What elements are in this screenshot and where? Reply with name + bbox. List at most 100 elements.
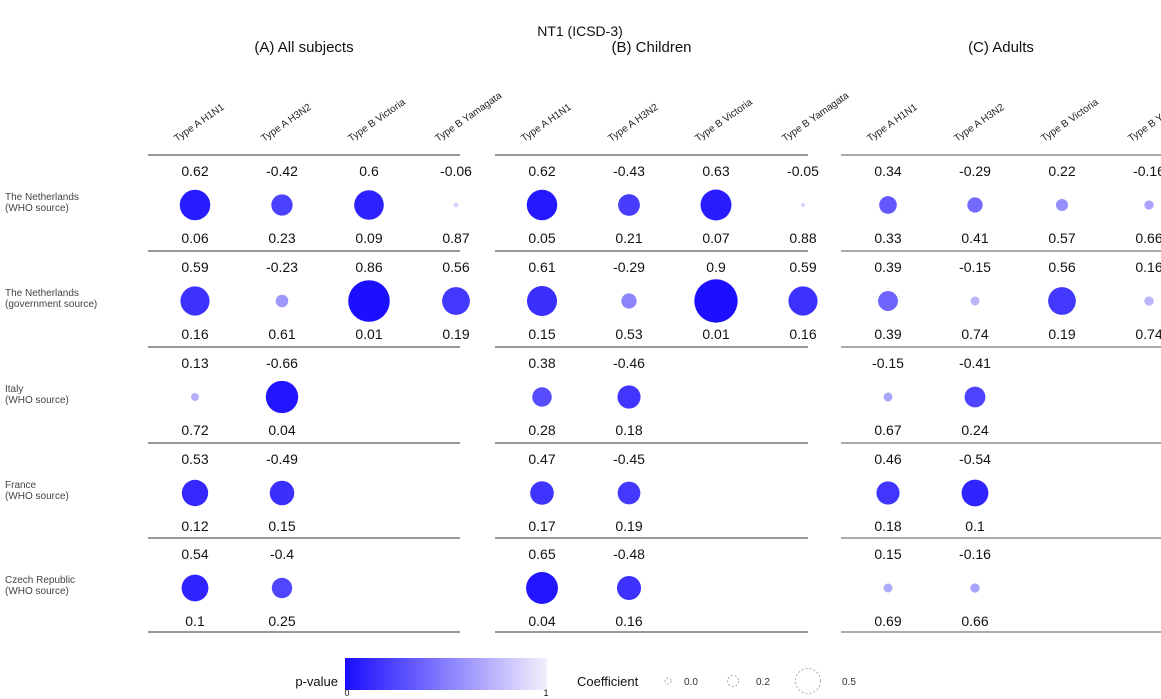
bubble-marker: [526, 189, 558, 221]
coefficient-label: 0.39: [874, 259, 901, 275]
pvalue-label: 0.66: [961, 613, 988, 629]
bubble-marker: [181, 574, 209, 602]
coefficient-label: 0.65: [528, 546, 555, 562]
panel-title: (C) Adults: [968, 39, 1034, 56]
coefficient-label: -0.54: [959, 451, 991, 467]
bubble-marker: [532, 387, 552, 407]
chart-title: NT1 (ICSD-3): [537, 23, 623, 39]
bubble-marker: [1055, 198, 1069, 212]
bubble-marker: [694, 279, 738, 323]
pvalue-label: 0.19: [442, 326, 469, 342]
bubble-marker: [617, 385, 641, 409]
row-label: The Netherlands: [5, 288, 79, 299]
bubble-marker: [275, 294, 289, 308]
pvalue-label: 0.74: [1135, 326, 1161, 342]
bubble-marker: [883, 392, 893, 402]
pvalue-label: 0.61: [268, 326, 295, 342]
legend-pvalue-title: p-value: [295, 674, 338, 689]
pvalue-label: 0.19: [615, 518, 642, 534]
pvalue-label: 0.23: [268, 230, 295, 246]
pvalue-colorbar: [345, 658, 547, 690]
bubble-marker: [191, 393, 199, 401]
column-header: Type B Victoria: [346, 97, 408, 145]
pvalue-label: 0.06: [181, 230, 208, 246]
pvalue-label: 0.39: [874, 326, 901, 342]
pvalue-label: 0.04: [268, 422, 295, 438]
bubble-marker: [964, 386, 986, 408]
coefficient-label: -0.4: [270, 546, 294, 562]
panel-title: (A) All subjects: [254, 39, 353, 56]
legend-pvalue-min: 0: [344, 688, 349, 698]
pvalue-label: 0.18: [874, 518, 901, 534]
pvalue-label: 0.21: [615, 230, 642, 246]
pvalue-label: 0.25: [268, 613, 295, 629]
column-header: Type B Victoria: [1039, 97, 1101, 145]
pvalue-label: 0.33: [874, 230, 901, 246]
coefficient-label: -0.16: [1133, 163, 1161, 179]
bubble-marker: [271, 577, 293, 599]
pvalue-label: 0.66: [1135, 230, 1161, 246]
legend-size-label: 0.5: [842, 677, 856, 688]
coefficient-label: -0.43: [613, 163, 645, 179]
bubble-marker: [1144, 200, 1154, 210]
panel-title: (B) Children: [611, 39, 691, 56]
bubble-marker: [1144, 296, 1154, 306]
bubble-marker: [883, 583, 893, 593]
bubble-marker: [878, 291, 898, 311]
column-header: Type A H3N2: [952, 102, 1006, 145]
bubble-marker: [876, 481, 900, 505]
bubble-marker: [181, 479, 209, 507]
legend-coef-title: Coefficient: [577, 674, 639, 689]
coefficient-label: 0.9: [706, 259, 726, 275]
coefficient-label: 0.59: [789, 259, 816, 275]
coefficient-label: -0.42: [266, 163, 298, 179]
coefficient-label: -0.29: [959, 163, 991, 179]
bubble-marker: [348, 280, 390, 322]
row-label: France: [5, 480, 37, 491]
pvalue-label: 0.16: [181, 326, 208, 342]
bubble-marker: [961, 479, 989, 507]
pvalue-label: 0.07: [702, 230, 729, 246]
legend-size-marker: [664, 677, 672, 685]
coefficient-label: -0.05: [787, 163, 819, 179]
coefficient-label: 0.34: [874, 163, 901, 179]
row-label-source: (WHO source): [5, 203, 69, 214]
coefficient-label: -0.66: [266, 355, 298, 371]
row-label-source: (WHO source): [5, 491, 69, 502]
pvalue-label: 0.17: [528, 518, 555, 534]
row-label-source: (WHO source): [5, 395, 69, 406]
row-label: Italy: [5, 384, 23, 395]
coefficient-label: -0.15: [959, 259, 991, 275]
coefficient-label: -0.15: [872, 355, 904, 371]
coefficient-label: 0.56: [1048, 259, 1075, 275]
pvalue-label: 0.67: [874, 422, 901, 438]
bubble-marker: [269, 480, 295, 506]
coefficient-label: 0.6: [359, 163, 379, 179]
legend-pvalue-max: 1: [543, 688, 548, 698]
pvalue-label: 0.01: [355, 326, 382, 342]
pvalue-label: 0.57: [1048, 230, 1075, 246]
pvalue-label: 0.16: [615, 613, 642, 629]
row-label-source: (WHO source): [5, 586, 69, 597]
pvalue-label: 0.19: [1048, 326, 1075, 342]
pvalue-label: 0.01: [702, 326, 729, 342]
pvalue-label: 0.12: [181, 518, 208, 534]
column-header: Type A H1N1: [519, 102, 573, 145]
bubble-marker: [967, 197, 983, 213]
bubble-marker: [526, 285, 558, 317]
legend-size-label: 0.0: [684, 677, 698, 688]
coefficient-label: -0.41: [959, 355, 991, 371]
column-header: Type B Victoria: [693, 97, 755, 145]
bubble-marker: [879, 196, 897, 214]
pvalue-label: 0.1: [965, 518, 985, 534]
bubble-marker: [617, 481, 641, 505]
coefficient-label: 0.86: [355, 259, 382, 275]
bubble-marker: [621, 293, 637, 309]
column-header: Type A H3N2: [606, 102, 660, 145]
column-header: Type A H1N1: [172, 102, 226, 145]
row-label-source: (government source): [5, 299, 97, 310]
pvalue-label: 0.24: [961, 422, 988, 438]
bubble-marker: [970, 296, 980, 306]
column-header: Type A H1N1: [865, 102, 919, 145]
